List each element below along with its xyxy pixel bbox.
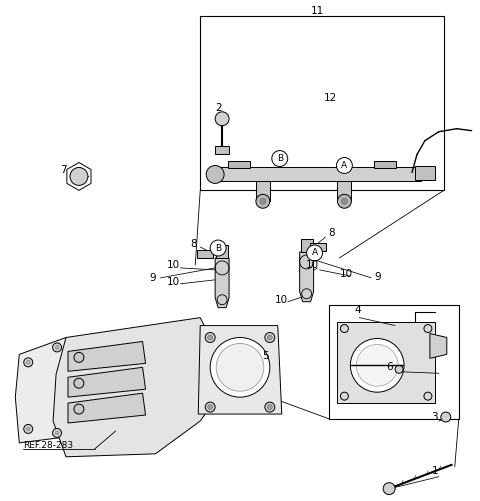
- Circle shape: [210, 240, 226, 256]
- Bar: [329, 305, 459, 419]
- Polygon shape: [215, 258, 229, 308]
- Bar: [215, 167, 421, 181]
- Polygon shape: [198, 326, 282, 414]
- Polygon shape: [310, 243, 325, 251]
- Text: 1: 1: [432, 466, 438, 476]
- Text: B: B: [276, 154, 283, 163]
- Circle shape: [206, 165, 224, 183]
- Text: 10: 10: [167, 277, 180, 287]
- Text: REF.28-283: REF.28-283: [23, 441, 73, 450]
- Text: 2: 2: [215, 103, 221, 113]
- Polygon shape: [15, 338, 69, 443]
- Text: 3: 3: [432, 412, 438, 422]
- Text: 10: 10: [340, 269, 353, 279]
- Text: A: A: [341, 161, 348, 170]
- Text: 10: 10: [306, 260, 319, 270]
- Circle shape: [341, 198, 348, 204]
- Text: 12: 12: [324, 93, 337, 103]
- Circle shape: [265, 333, 275, 343]
- Circle shape: [210, 338, 270, 397]
- Circle shape: [395, 365, 403, 373]
- Text: 4: 4: [354, 305, 360, 315]
- Circle shape: [208, 335, 213, 340]
- Circle shape: [26, 360, 30, 364]
- Text: 9: 9: [374, 272, 381, 282]
- Circle shape: [70, 167, 88, 185]
- Text: 10: 10: [275, 295, 288, 305]
- Polygon shape: [53, 318, 205, 457]
- Bar: [216, 245, 228, 258]
- Polygon shape: [68, 367, 145, 397]
- Text: 5: 5: [263, 351, 269, 361]
- Circle shape: [356, 345, 398, 386]
- Polygon shape: [430, 334, 447, 358]
- Polygon shape: [68, 393, 145, 423]
- Circle shape: [424, 325, 432, 333]
- Circle shape: [424, 392, 432, 400]
- Circle shape: [441, 412, 451, 422]
- Circle shape: [205, 333, 215, 343]
- Circle shape: [265, 402, 275, 412]
- Polygon shape: [300, 252, 313, 302]
- Text: B: B: [215, 243, 221, 253]
- Text: 10: 10: [167, 260, 180, 270]
- Circle shape: [336, 157, 352, 173]
- Bar: [228, 160, 250, 168]
- Circle shape: [337, 194, 351, 208]
- Bar: [200, 17, 444, 190]
- Bar: [337, 322, 435, 403]
- Text: A: A: [312, 248, 318, 258]
- Circle shape: [74, 378, 84, 388]
- Text: 9: 9: [149, 273, 156, 283]
- Circle shape: [24, 358, 33, 367]
- Circle shape: [267, 405, 272, 410]
- Circle shape: [383, 482, 395, 494]
- Circle shape: [340, 392, 348, 400]
- Circle shape: [26, 427, 30, 431]
- Circle shape: [267, 335, 272, 340]
- Circle shape: [55, 431, 59, 435]
- Bar: [337, 181, 351, 201]
- Text: 6: 6: [386, 362, 393, 372]
- Text: 11: 11: [311, 7, 324, 17]
- Circle shape: [74, 352, 84, 362]
- Circle shape: [24, 424, 33, 433]
- Circle shape: [272, 151, 288, 166]
- Bar: [256, 181, 270, 201]
- Polygon shape: [197, 250, 213, 258]
- Circle shape: [205, 402, 215, 412]
- Bar: [215, 146, 229, 154]
- Text: 8: 8: [190, 239, 197, 249]
- Circle shape: [260, 198, 266, 204]
- Circle shape: [74, 404, 84, 414]
- Circle shape: [53, 343, 61, 352]
- Circle shape: [53, 428, 61, 437]
- Circle shape: [208, 405, 213, 410]
- Bar: [415, 166, 435, 180]
- Text: 8: 8: [328, 228, 335, 238]
- Circle shape: [307, 245, 323, 261]
- Polygon shape: [68, 342, 145, 371]
- Circle shape: [256, 194, 270, 208]
- Circle shape: [350, 339, 404, 392]
- Circle shape: [55, 346, 59, 349]
- Text: 7: 7: [60, 165, 66, 175]
- Circle shape: [340, 325, 348, 333]
- Circle shape: [216, 344, 264, 391]
- Bar: [374, 160, 396, 168]
- Circle shape: [215, 112, 229, 126]
- Bar: [300, 239, 312, 252]
